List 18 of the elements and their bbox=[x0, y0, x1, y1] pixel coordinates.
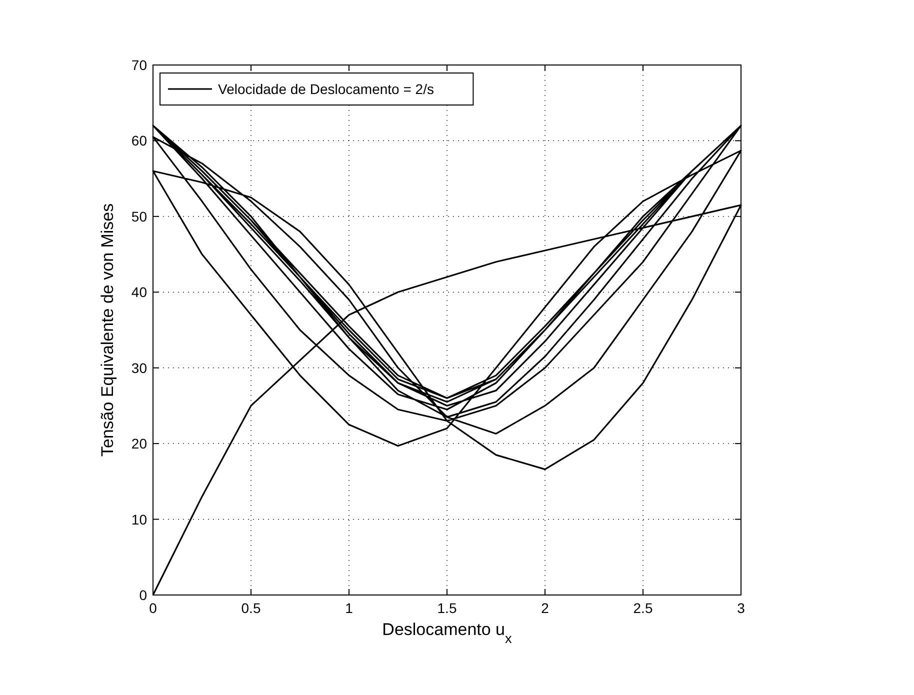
y-tick-label: 70 bbox=[131, 57, 148, 73]
y-tick-label: 10 bbox=[131, 511, 148, 528]
x-tick-label: 1 bbox=[345, 600, 354, 616]
x-tick-label: 0.5 bbox=[241, 600, 261, 616]
x-tick-label: 2 bbox=[541, 600, 550, 616]
x-axis-title: Deslocamento u$_{x}$ bbox=[382, 620, 512, 646]
legend-label: Velocidade de Deslocamento = 2/s bbox=[218, 81, 434, 97]
x-tick-label: 3 bbox=[737, 600, 746, 616]
y-tick-label: 40 bbox=[131, 284, 148, 300]
x-tick-label: 0 bbox=[149, 600, 158, 616]
y-tick-label: 50 bbox=[131, 208, 148, 224]
y-tick-label: 60 bbox=[131, 132, 148, 149]
y-tick-label: 0 bbox=[139, 587, 148, 603]
y-axis-title: Tensão Equivalente de von Mises bbox=[98, 203, 117, 457]
x-tick-label: 2.5 bbox=[633, 600, 653, 616]
y-tick-label: 20 bbox=[131, 436, 148, 452]
x-tick-label: 1.5 bbox=[437, 600, 457, 616]
y-tick-label: 30 bbox=[131, 360, 148, 376]
